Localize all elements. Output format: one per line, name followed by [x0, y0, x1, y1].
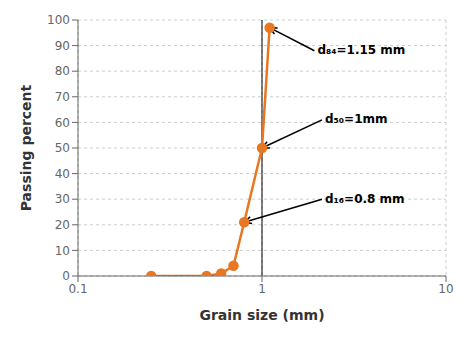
svg-text:40: 40 [55, 167, 70, 181]
svg-text:60: 60 [55, 116, 70, 130]
svg-text:d₅₀=1mm: d₅₀=1mm [325, 112, 388, 126]
svg-text:100: 100 [47, 13, 70, 27]
svg-text:50: 50 [55, 141, 70, 155]
svg-text:10: 10 [438, 282, 453, 296]
svg-text:0.1: 0.1 [68, 282, 87, 296]
svg-text:1: 1 [258, 282, 266, 296]
svg-text:d₈₄=1.15 mm: d₈₄=1.15 mm [317, 43, 405, 57]
svg-text:90: 90 [55, 39, 70, 53]
svg-text:70: 70 [55, 90, 70, 104]
svg-text:80: 80 [55, 64, 70, 78]
svg-text:20: 20 [55, 218, 70, 232]
svg-text:30: 30 [55, 192, 70, 206]
svg-text:d₁₆=0.8 mm: d₁₆=0.8 mm [325, 192, 405, 206]
svg-text:Grain size (mm): Grain size (mm) [199, 307, 324, 323]
svg-text:Passing percent: Passing percent [18, 84, 34, 211]
svg-text:0: 0 [62, 269, 70, 283]
svg-text:10: 10 [55, 244, 70, 258]
